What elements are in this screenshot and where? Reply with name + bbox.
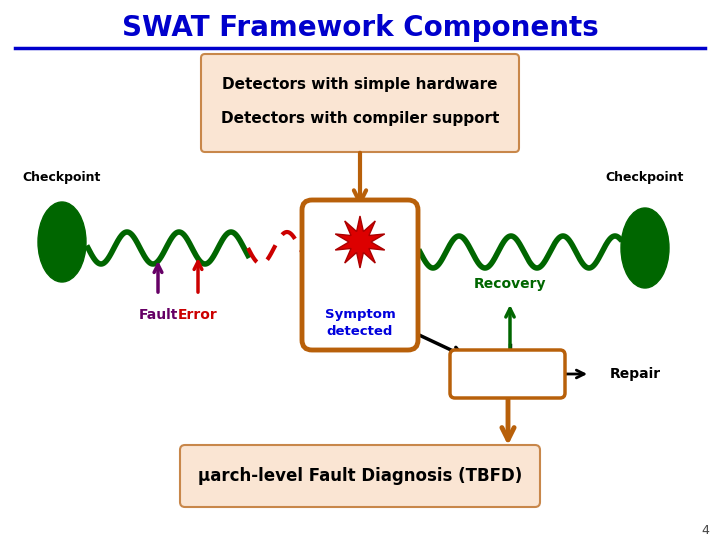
Polygon shape — [336, 216, 384, 268]
FancyBboxPatch shape — [450, 350, 565, 398]
Text: Detectors with simple hardware: Detectors with simple hardware — [222, 78, 498, 92]
Text: Checkpoint: Checkpoint — [606, 172, 684, 185]
Text: Diagnosis: Diagnosis — [467, 367, 549, 381]
Text: μarch-level Fault Diagnosis (TBFD): μarch-level Fault Diagnosis (TBFD) — [198, 467, 522, 485]
Text: SWAT Framework Components: SWAT Framework Components — [122, 14, 598, 42]
Text: Recovery: Recovery — [474, 277, 546, 291]
Text: Fault: Fault — [138, 308, 178, 322]
Text: Error: Error — [178, 308, 218, 322]
Ellipse shape — [621, 208, 669, 288]
Text: 4: 4 — [701, 523, 709, 537]
Text: Detectors with compiler support: Detectors with compiler support — [221, 111, 499, 125]
FancyBboxPatch shape — [302, 200, 418, 350]
Text: Repair: Repair — [610, 367, 661, 381]
FancyBboxPatch shape — [201, 54, 519, 152]
Text: Checkpoint: Checkpoint — [23, 172, 102, 185]
Ellipse shape — [38, 202, 86, 282]
Text: Symptom
detected: Symptom detected — [325, 308, 395, 338]
FancyBboxPatch shape — [180, 445, 540, 507]
